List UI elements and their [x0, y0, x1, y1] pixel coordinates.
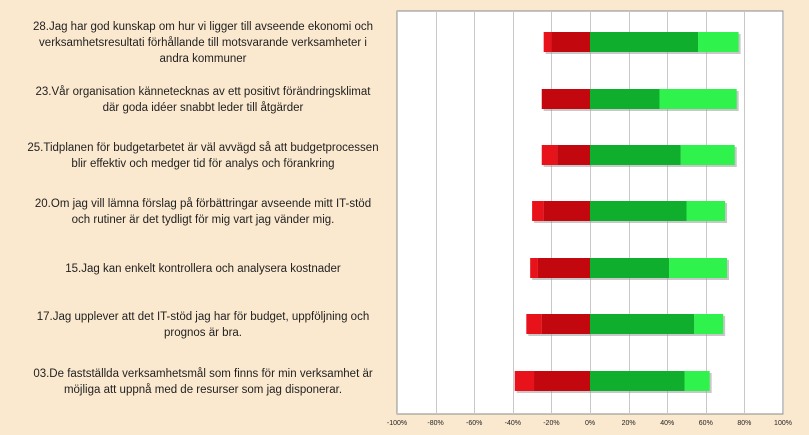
bar-segment [590, 258, 670, 278]
x-tick-label: 20% [622, 420, 636, 427]
x-tick-label: -40% [505, 420, 521, 427]
category-label: 28.Jag har god kunskap om hur vi ligger … [33, 21, 373, 33]
category-label: 25.Tidplanen för budgetarbetet är väl av… [27, 142, 378, 154]
bar-segment [698, 32, 739, 52]
bar-segment [590, 89, 660, 109]
category-label: blir effektiv och medger tid för analys … [71, 158, 334, 170]
bar-segment [526, 314, 542, 334]
category-label: där goda idéer snabbt leder till åtgärde… [103, 102, 304, 114]
category-label: andra kommuner [160, 53, 247, 65]
x-tick-label: -100% [387, 420, 407, 427]
x-tick-label: 40% [660, 420, 674, 427]
category-label: prognos är bra. [164, 327, 242, 339]
bar-segment [551, 32, 590, 52]
category-label: 15.Jag kan enkelt kontrollera och analys… [65, 263, 341, 275]
x-tick-label: 60% [699, 420, 713, 427]
bar-segment [541, 145, 558, 165]
category-label: möjliga att uppnå med de resurser som ja… [64, 384, 342, 396]
bar-segment [590, 145, 681, 165]
x-tick-label: 80% [737, 420, 751, 427]
bar-segment [543, 201, 590, 221]
bar-segment [532, 201, 544, 221]
category-label: 17.Jag upplever att det IT-stöd jag har … [37, 311, 369, 323]
bar-segment [590, 201, 687, 221]
category-label: och rutiner är det tydligt för mig vart … [72, 214, 335, 226]
bar-segment [669, 258, 728, 278]
x-tick-label: -60% [466, 420, 482, 427]
bar-segment [590, 314, 695, 334]
bar-segment [680, 145, 735, 165]
bar-segment [530, 258, 538, 278]
category-label: verksamhetsresultati förhållande till mo… [39, 37, 367, 49]
category-label: 23.Vår organisation kännetecknas av ett … [36, 86, 372, 98]
bar-segment [659, 89, 737, 109]
bar-segment [541, 89, 590, 109]
category-label: 03.De fastställda verksamhetsmål som fin… [33, 368, 373, 380]
bar-segment [541, 314, 590, 334]
bar-segment [534, 371, 590, 391]
bar-segment [590, 371, 685, 391]
bar-segment [543, 32, 552, 52]
x-tick-label: -80% [427, 420, 443, 427]
bar-segment [537, 258, 590, 278]
x-tick-label: -20% [543, 420, 559, 427]
bar-segment [684, 371, 710, 391]
bar-segment [590, 32, 699, 52]
x-tick-label: 0% [585, 420, 595, 427]
category-label: 20.Om jag vill lämna förslag på förbättr… [35, 198, 371, 210]
bar-segment [557, 145, 590, 165]
x-tick-label: 100% [774, 420, 792, 427]
bar-segment [514, 371, 535, 391]
bar-segment [694, 314, 724, 334]
bar-segment [686, 201, 726, 221]
